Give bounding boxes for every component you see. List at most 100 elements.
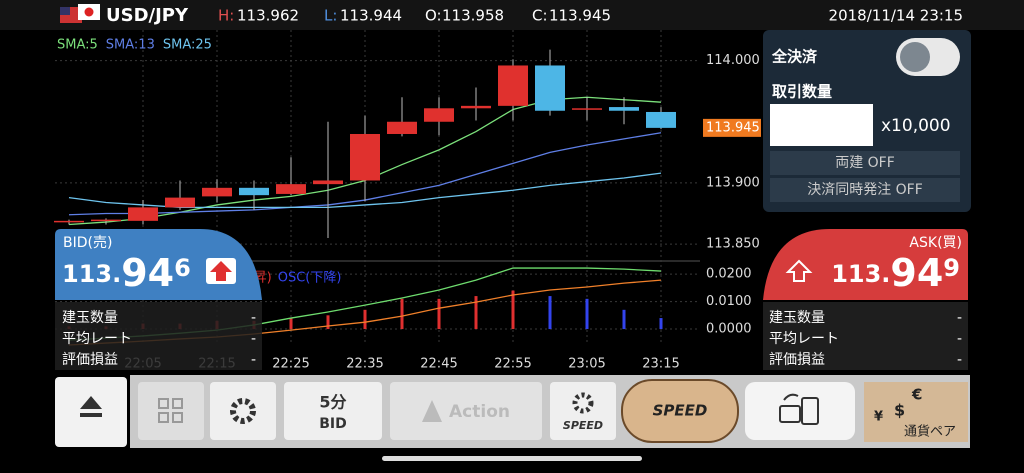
up-arrow <box>210 261 232 281</box>
right-rows <box>763 302 968 370</box>
candle-body <box>572 108 602 110</box>
osc-bar <box>437 298 441 330</box>
currency-pair-button[interactable] <box>864 382 968 442</box>
osc-tick-label: 0.0000 <box>706 322 752 337</box>
row-label: 平均レート <box>769 331 839 347</box>
ask-price-c: 9 <box>943 254 960 282</box>
side: BID <box>319 416 347 432</box>
rows: 建玉数量 - 平均レート - 評価損益 - 建玉数量 - 平均レート - 評価損益 - <box>62 310 962 368</box>
x-tick-label: 23:05 <box>568 357 605 372</box>
action: Action <box>449 402 510 422</box>
open-label: O: <box>425 7 442 25</box>
bid-price-b: 94 <box>121 251 174 295</box>
layout-button[interactable] <box>138 382 204 440</box>
candle-body <box>461 105 491 109</box>
symbol-euro: € <box>911 386 922 404</box>
action-icon <box>422 400 442 422</box>
candle-body <box>128 207 158 221</box>
candle-body <box>91 219 121 222</box>
bid-label: BID(売) <box>63 235 112 251</box>
candle-body <box>424 108 454 122</box>
legend-entry: SMA:5 <box>57 38 98 53</box>
grid-icon <box>158 398 183 423</box>
speed-button[interactable] <box>621 379 739 443</box>
row-value: - <box>251 310 256 326</box>
ask-price: 113.949 <box>831 251 960 295</box>
last-price-tag <box>703 118 761 137</box>
x-tick-label: 22:55 <box>494 357 531 372</box>
candle-body <box>350 133 380 181</box>
row-value: - <box>957 352 962 368</box>
toggle-knob <box>900 42 930 72</box>
osc-bar <box>289 318 293 330</box>
ask-arrow <box>785 259 813 282</box>
x-tick-label: 23:15 <box>642 357 679 372</box>
row-value: - <box>251 331 256 347</box>
row-label: 建玉数量 <box>769 310 825 326</box>
gear-icon-small <box>572 392 594 414</box>
datetime: 2018/11/14 23:15 <box>829 7 963 25</box>
high: 113.962 <box>237 7 299 25</box>
candle-body <box>498 65 528 106</box>
ask-price-a: 113. <box>831 260 890 288</box>
gear-icon <box>230 398 256 424</box>
header-bar <box>0 0 1024 30</box>
symbol-yen: ¥ <box>874 410 883 425</box>
eject-icon <box>80 396 102 417</box>
eject-button[interactable] <box>55 377 127 447</box>
simultaneous-button[interactable] <box>770 178 960 202</box>
last-price-label: 113.945 <box>706 120 760 135</box>
candle-body <box>646 111 676 128</box>
osc-legend: OSC(下降) <box>278 271 342 286</box>
speed-small: SPEED <box>563 419 603 432</box>
close-label: C: <box>532 7 548 25</box>
bid-price-c: 6 <box>174 254 191 282</box>
candle-body <box>54 220 84 223</box>
row-label: 平均レート <box>62 331 132 347</box>
candle-body <box>239 187 269 196</box>
hedge-button[interactable] <box>770 151 960 175</box>
osc-bar <box>548 296 552 330</box>
row-value: - <box>957 310 962 326</box>
x-tick-label: 22:45 <box>420 357 457 372</box>
interval-button[interactable] <box>284 382 382 440</box>
osc-bar <box>363 309 367 330</box>
currency-pair: 通貨ペア <box>904 424 956 440</box>
low-label: L: <box>324 7 337 25</box>
candle-body <box>276 184 306 194</box>
multiplier: x10,000 <box>881 116 951 136</box>
quantity-input[interactable] <box>770 104 873 146</box>
row-label: 建玉数量 <box>62 310 118 326</box>
settings-button[interactable] <box>210 382 276 440</box>
y-tick-label: 113.900 <box>706 175 760 190</box>
y-tick-label: 114.000 <box>706 53 760 68</box>
osc-bar <box>400 298 404 330</box>
candle-body <box>535 65 565 111</box>
simultaneous: 決済同時発注 OFF <box>807 182 923 198</box>
osc-tick-label: 0.0200 <box>706 267 752 282</box>
legend-entry: SMA:13 <box>106 38 155 53</box>
candle-body <box>387 121 417 134</box>
action-button[interactable] <box>390 382 542 440</box>
close: 113.945 <box>549 7 611 25</box>
y-tick-label: 113.850 <box>706 237 760 252</box>
flag <box>60 4 100 23</box>
left-rows <box>55 302 262 370</box>
interval: 5分 <box>319 393 346 412</box>
rotate-icon <box>779 393 819 425</box>
ask-label: ASK(買) <box>909 235 962 251</box>
osc-bar <box>326 315 330 330</box>
home-indicator <box>382 456 642 461</box>
pair: USD/JPY <box>106 5 189 26</box>
bid-price-a: 113. <box>62 260 121 288</box>
candle-body <box>202 187 232 197</box>
row-label: 評価損益 <box>769 352 825 368</box>
row-label: 評価損益 <box>62 352 118 368</box>
ask-button[interactable] <box>763 229 968 300</box>
osc-tick-label: 0.0100 <box>706 294 752 309</box>
osc-bar <box>622 309 626 330</box>
osc-bar <box>585 298 589 330</box>
high-label: H: <box>218 7 234 25</box>
speed: SPEED <box>653 402 708 420</box>
